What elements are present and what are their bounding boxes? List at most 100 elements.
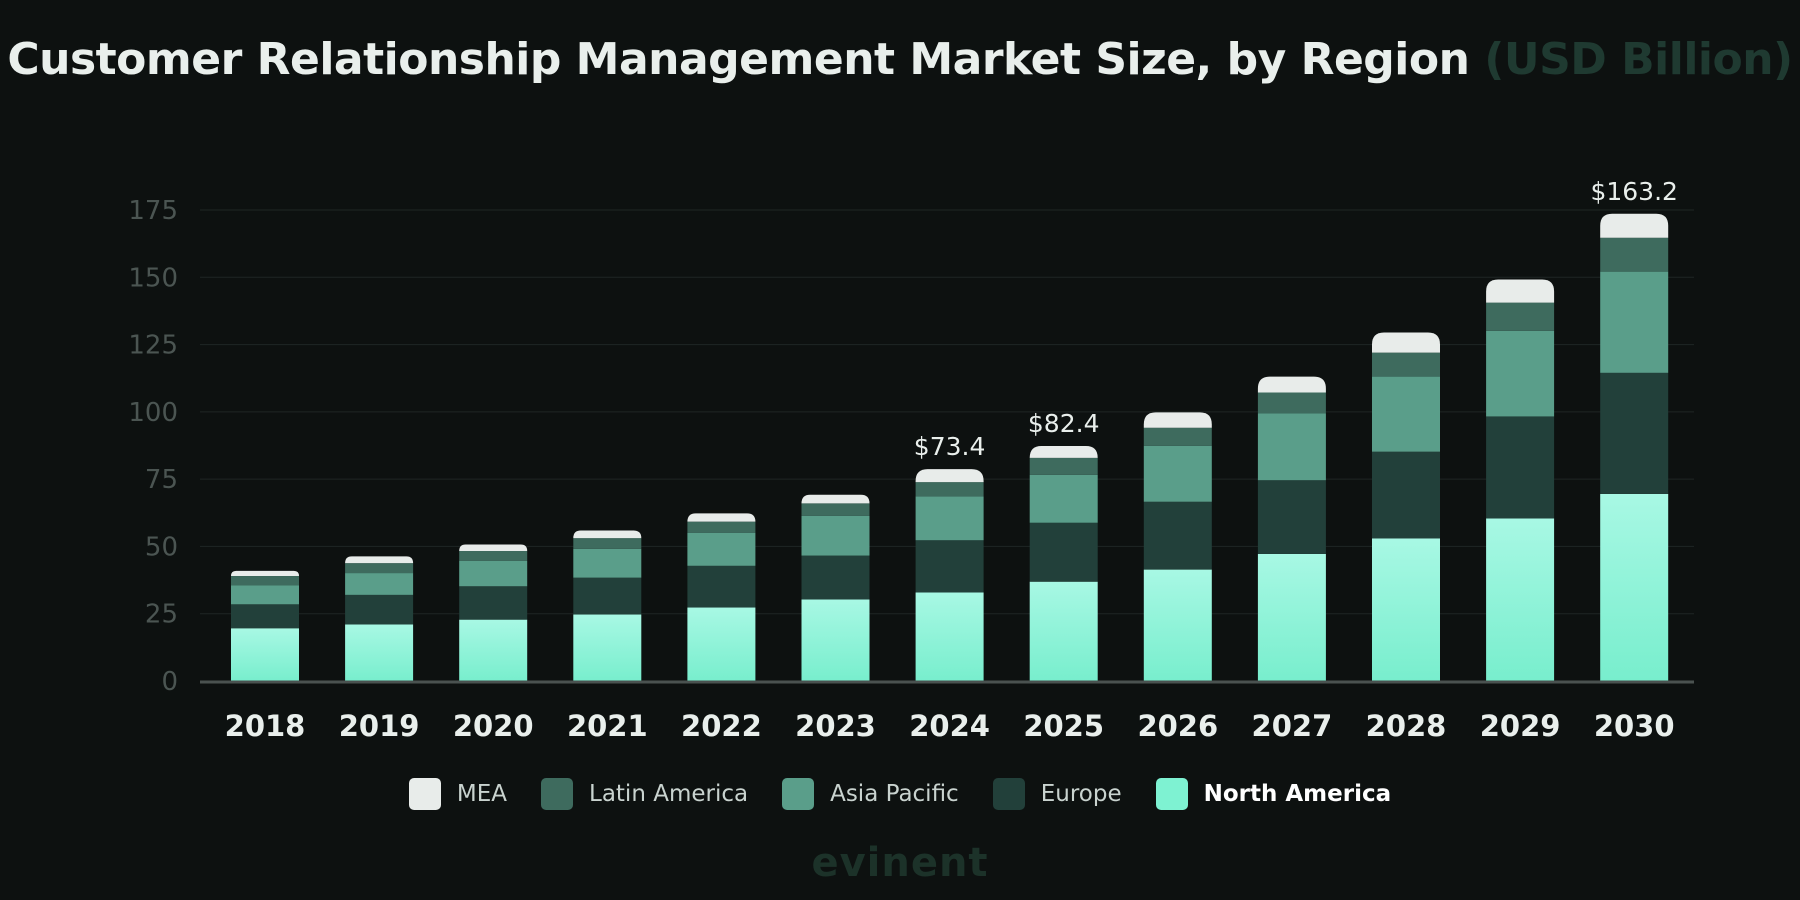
bar-segment-mea xyxy=(1486,279,1555,303)
x-tick-label: 2019 xyxy=(339,709,420,743)
legend-swatch xyxy=(541,778,573,810)
y-tick-label: 100 xyxy=(128,398,178,428)
bar-segment-north-america xyxy=(231,628,299,681)
bar-segment-latin-america xyxy=(1257,392,1326,414)
bar-segment-north-america xyxy=(1257,553,1326,681)
x-tick-label: 2021 xyxy=(567,709,648,743)
axes: 0 25 50 75 100 125 150 175 2018 2019 2020 2021 2022 2… xyxy=(128,196,1694,743)
bar-segment-asia-pacific xyxy=(345,573,414,595)
bar-segment-mea xyxy=(915,469,984,483)
bar-segment-north-america xyxy=(1372,538,1440,681)
bar-segment-asia-pacific xyxy=(1143,445,1212,502)
legend-item-latin-america: Latin America xyxy=(541,778,748,810)
bar-segment-north-america xyxy=(1486,518,1555,681)
bar-segment-europe xyxy=(915,540,984,593)
bar-segment-latin-america xyxy=(915,482,984,497)
bar-segment-europe xyxy=(1600,372,1669,494)
bar-stack-2029 xyxy=(1486,279,1555,681)
bar-segment-mea xyxy=(687,513,756,522)
bar-segment-europe xyxy=(1486,416,1555,519)
legend-label: North America xyxy=(1203,781,1392,807)
y-tick-label: 75 xyxy=(145,465,178,495)
bar-segment-mea xyxy=(1143,412,1212,428)
bar-segment-asia-pacific xyxy=(1372,376,1440,452)
bar-stack-2026 xyxy=(1143,412,1212,681)
bar-segment-latin-america xyxy=(459,551,528,561)
legend-label: Europe xyxy=(1040,781,1122,807)
bar-segment-europe xyxy=(1029,522,1098,582)
bar-stack-2023 xyxy=(801,494,870,681)
bar-segment-latin-america xyxy=(573,538,642,549)
bar-segment-latin-america xyxy=(1029,457,1098,475)
bar-segment-mea xyxy=(801,494,870,504)
bar-stack-2018 xyxy=(231,570,299,681)
bar-segment-north-america xyxy=(1143,569,1212,681)
bars xyxy=(231,213,1669,681)
bar-segment-asia-pacific xyxy=(459,560,528,587)
bar-segment-latin-america xyxy=(801,503,870,516)
legend-swatch xyxy=(1155,778,1188,810)
bar-segment-north-america xyxy=(801,599,870,681)
bar-segment-asia-pacific xyxy=(915,496,984,541)
x-tick-label: 2025 xyxy=(1023,709,1104,743)
bar-segment-europe xyxy=(459,586,528,620)
bar-segment-latin-america xyxy=(1372,352,1440,377)
x-tick-label: 2029 xyxy=(1480,709,1561,743)
bar-segment-asia-pacific xyxy=(1486,330,1555,417)
bar-segment-north-america xyxy=(915,592,984,681)
chart-title-main: Customer Relationship Management Market … xyxy=(7,34,1470,85)
legend-swatch xyxy=(992,778,1025,810)
legend-item-north-america: North America xyxy=(1155,778,1392,810)
bar-stack-2027 xyxy=(1257,376,1326,681)
x-tick-label: 2024 xyxy=(909,709,990,743)
bar-segment-europe xyxy=(573,577,642,615)
x-tick-label: 2027 xyxy=(1252,709,1333,743)
bar-segment-latin-america xyxy=(687,521,756,533)
legend-item-europe: Europe xyxy=(992,778,1122,810)
bar-segment-asia-pacific xyxy=(1029,474,1098,523)
x-tick-label: 2030 xyxy=(1594,709,1675,743)
legend-item-mea: MEA xyxy=(408,778,507,810)
bar-segment-latin-america xyxy=(1600,237,1669,272)
chart-title-unit: (USD Billion) xyxy=(1484,34,1793,85)
bar-segment-mea xyxy=(459,544,528,552)
bar-segment-north-america xyxy=(573,614,642,681)
y-tick-label: 50 xyxy=(145,532,178,562)
legend-label: Latin America xyxy=(589,781,749,807)
bar-segment-latin-america xyxy=(345,563,414,574)
bar-segment-mea xyxy=(1029,446,1098,458)
legend-swatch xyxy=(408,778,441,810)
total-labels: $73.4 $82.4 $163.2 xyxy=(914,177,1678,461)
bar-segment-asia-pacific xyxy=(1600,271,1669,373)
bar-segment-europe xyxy=(231,604,299,629)
bar-stack-2030 xyxy=(1600,213,1669,681)
x-tick-label: 2026 xyxy=(1137,709,1218,743)
bar-segment-europe xyxy=(1257,480,1326,554)
bar-segment-asia-pacific xyxy=(1257,413,1326,481)
bar-segment-north-america xyxy=(459,619,528,681)
bar-segment-mea xyxy=(1600,213,1669,238)
bar-segment-europe xyxy=(1143,501,1212,570)
bar-segment-asia-pacific xyxy=(573,548,642,578)
bar-segment-north-america xyxy=(345,624,414,681)
bar-segment-europe xyxy=(345,594,414,625)
y-tick-label: 25 xyxy=(145,600,178,630)
bar-segment-asia-pacific xyxy=(687,532,756,566)
bar-segment-latin-america xyxy=(1143,427,1212,446)
bar-stack-2025 xyxy=(1029,446,1098,681)
bar-stack-2028 xyxy=(1372,332,1440,681)
y-tick-label: 175 xyxy=(128,196,178,226)
bar-segment-mea xyxy=(345,556,414,564)
legend-swatch xyxy=(782,778,815,810)
total-value-label: $163.2 xyxy=(1590,177,1677,206)
total-value-label: $82.4 xyxy=(1028,409,1100,438)
watermark-logo: evinent xyxy=(811,840,989,886)
legend-label: MEA xyxy=(456,781,507,807)
bar-stack-2022 xyxy=(687,513,756,681)
bar-segment-north-america xyxy=(687,607,756,681)
legend-item-asia-pacific: Asia Pacific xyxy=(782,778,959,810)
chart-title: Customer Relationship Management Market … xyxy=(0,34,1800,85)
bar-segment-mea xyxy=(573,530,642,539)
bar-segment-asia-pacific xyxy=(801,515,870,556)
bar-segment-mea xyxy=(1257,376,1326,393)
